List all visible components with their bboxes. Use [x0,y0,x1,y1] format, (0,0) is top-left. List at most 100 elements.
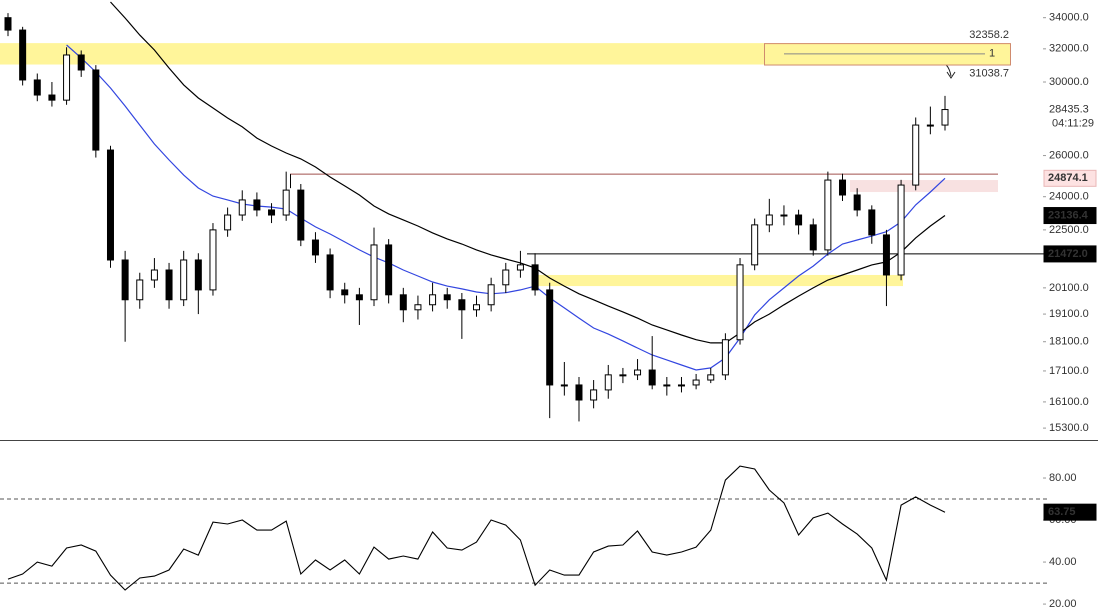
candle-body [77,54,85,71]
candle-body [399,294,407,311]
y-tick-label: 22500.0 [1049,224,1089,236]
candle-body [414,304,422,311]
candle-body [531,264,539,291]
candle-body [180,259,188,301]
candle-body [473,304,480,311]
ma-tag-bg [1043,207,1097,225]
rsi-tick-label: 20.00 [1049,598,1077,610]
candle-body [121,259,129,301]
candle-body [165,269,173,301]
y-tick-label: 17100.0 [1049,365,1089,377]
candle-body [150,269,158,281]
candle-body [224,214,232,231]
candle-body [677,384,685,387]
candle-body [516,264,524,271]
candle-body [63,54,71,101]
candle-body [912,124,920,186]
candle-body [780,214,788,217]
candle-body [926,124,934,127]
candle-body [282,189,290,216]
candle-body [546,289,554,386]
candle-body [33,79,41,96]
rsi-tick-label: 40.00 [1049,556,1077,568]
candle-body [238,199,246,216]
candle-body [297,189,305,241]
level-tag-bg [1043,245,1097,263]
moving-average [66,44,946,371]
zone-band [0,43,1010,65]
zone-high-label: 32358.2 [969,29,1009,41]
rsi-tag-bg [1043,503,1097,521]
candle-body [751,224,759,266]
candle-body [575,384,583,401]
candle-body [487,284,495,306]
candle-body [868,209,876,236]
candle-body [194,259,202,291]
support-zone [535,274,903,287]
candle-body [648,369,656,386]
candle-body [765,214,773,226]
candle-body [385,244,393,296]
pink-zone [850,180,998,193]
moving-average [110,1,946,344]
ma-tag-bg [1043,169,1097,187]
candle-body [92,69,100,151]
candle-body [663,384,671,387]
candle-body [619,374,627,377]
candle-body [355,294,363,301]
candle-body [853,194,861,211]
candle-body [4,17,12,31]
y-tick-label: 24000.0 [1049,191,1089,203]
candle-body [897,184,905,276]
candle-body [809,224,817,251]
zone-text: 1 [989,48,995,60]
level-tag: 21472.0 [1048,248,1088,260]
y-tick-label: 19100.0 [1049,308,1089,320]
candle-body [326,254,334,291]
candle-body [443,294,451,301]
y-tick-label: 16100.0 [1049,396,1089,408]
candle-body [209,229,217,291]
candle-body [458,299,466,311]
candle-body [370,244,378,301]
y-tick-label: 34000.0 [1049,12,1089,24]
rsi-tag: 63.75 [1048,506,1076,518]
rsi-line [7,465,946,591]
candle-body [429,294,437,306]
rsi-tick-label: 80.00 [1049,472,1077,484]
candle-body [941,109,949,126]
ma-tag: 23136.4 [1048,209,1089,221]
candle-body [136,279,144,301]
y-tick-label: 20100.0 [1049,282,1089,294]
zone-box [764,43,1011,66]
countdown: 04:11:29 [1052,117,1094,129]
candle-body [341,289,349,296]
candle-body [824,179,832,251]
candle-body [19,29,27,81]
last-price: 28435.3 [1049,103,1089,115]
y-tick-label: 30000.0 [1049,76,1089,88]
ma-tag: 24874.1 [1048,172,1088,184]
candle-body [795,214,803,226]
y-tick-label: 18100.0 [1049,336,1089,348]
candle-body [502,269,510,286]
y-tick-label: 32000.0 [1049,43,1089,55]
candle-body [311,239,319,256]
candle-body [268,209,276,216]
candle-body [736,264,744,341]
candle-body [721,339,729,376]
candle-body [253,199,261,211]
candle-body [604,374,612,391]
zone-low-label: 31038.7 [969,67,1009,79]
candle-body [707,374,715,381]
candle-body [882,234,890,276]
candle-body [560,384,568,387]
candle-body [634,369,642,376]
candle-body [839,179,847,196]
candle-body [590,389,598,401]
y-tick-label: 15300.0 [1049,422,1089,434]
candle-body [48,94,56,101]
candle-body [692,379,700,386]
